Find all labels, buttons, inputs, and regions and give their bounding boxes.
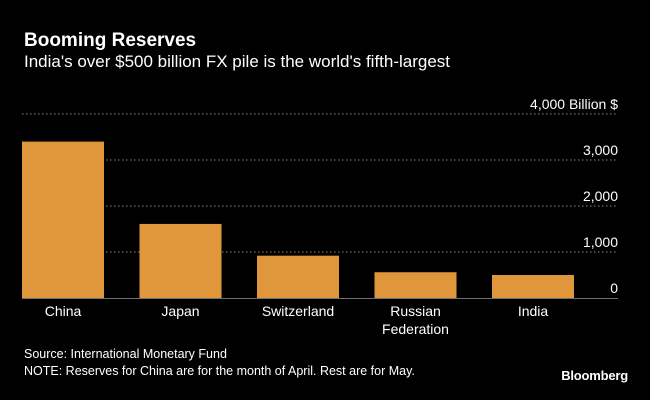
x-category-label: Federation — [382, 321, 449, 337]
footnote: NOTE: Reserves for China are for the mon… — [24, 364, 415, 378]
bar-china — [22, 141, 104, 298]
y-tick-label: 4,000 Billion $ — [530, 96, 618, 112]
x-category-label: Russian — [390, 303, 441, 319]
y-tick-label: 2,000 — [583, 188, 618, 204]
bar-russian-federation — [374, 272, 457, 298]
chart-subtitle: India's over $500 billion FX pile is the… — [24, 52, 451, 71]
y-tick-label: 3,000 — [583, 142, 618, 158]
bar-japan — [139, 223, 222, 298]
chart-title: Booming Reserves — [24, 30, 197, 51]
x-category-label: Switzerland — [262, 303, 334, 319]
x-category-label: Japan — [161, 303, 199, 319]
y-tick-label: 1,000 — [583, 234, 618, 250]
bloomberg-logo: Bloomberg — [561, 368, 628, 383]
bar-india — [492, 275, 574, 298]
y-tick-label: 0 — [610, 280, 618, 296]
x-category-label: China — [45, 303, 82, 319]
bar-switzerland — [257, 255, 339, 298]
x-category-label: India — [518, 303, 549, 319]
source-note: Source: International Monetary Fund — [24, 347, 227, 361]
